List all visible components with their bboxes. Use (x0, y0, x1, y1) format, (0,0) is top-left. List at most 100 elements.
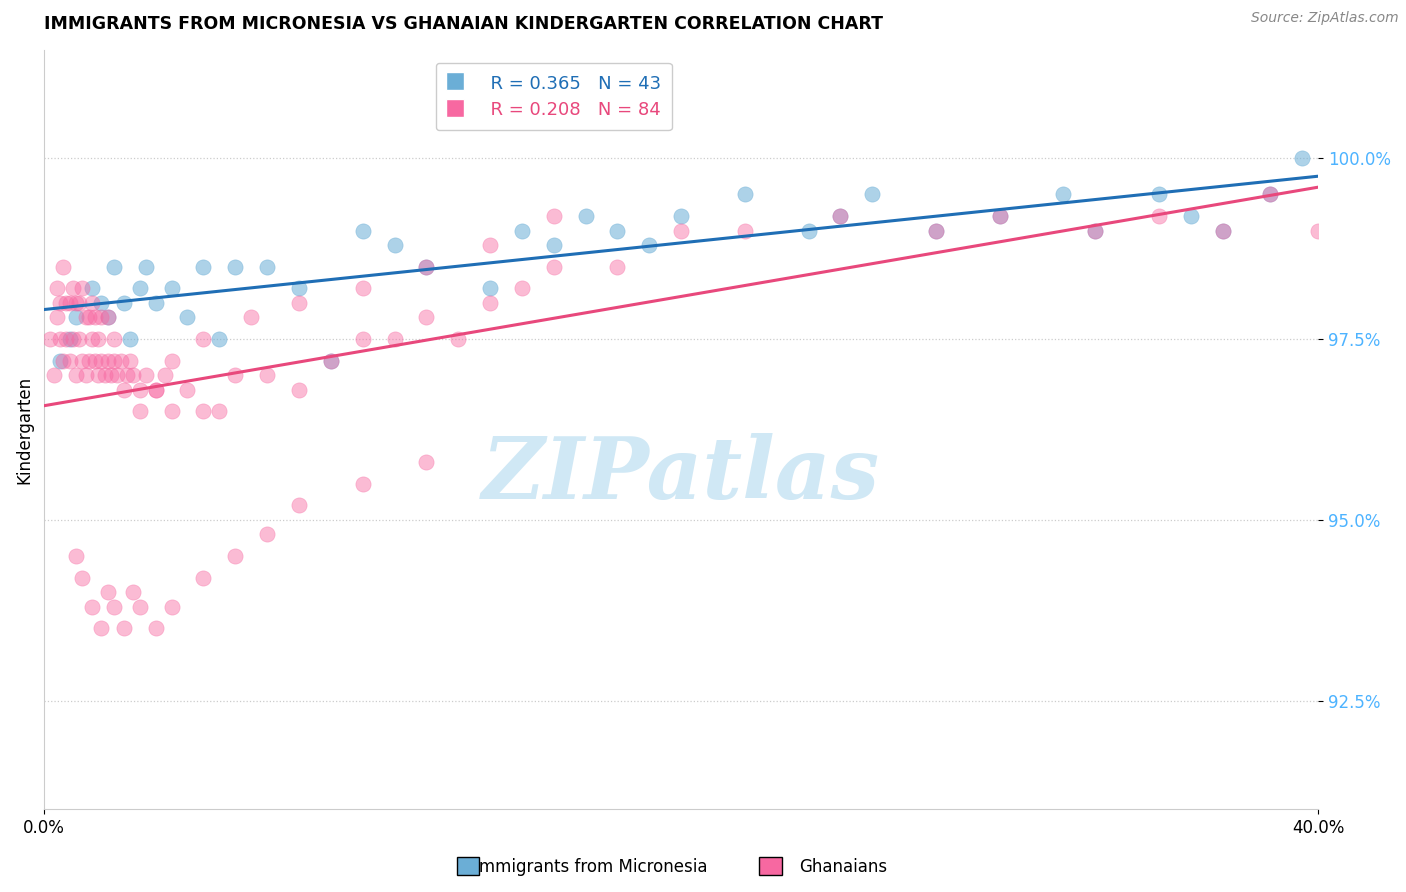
Point (797, 224, 820, 238)
Point (145, 296, 167, 310)
Point (52, 260, 75, 274)
Point (415, 310, 437, 325)
Point (319, 353, 342, 368)
Point (510, 224, 533, 238)
Point (45, 310, 67, 325)
Point (319, 353, 342, 368)
Point (58, 296, 80, 310)
Point (103, 260, 125, 274)
Point (90, 310, 112, 325)
Point (830, 209, 852, 223)
Point (193, 260, 215, 274)
Point (160, 353, 183, 368)
Point (65, 368, 87, 383)
Point (606, 224, 628, 238)
Point (193, 332, 215, 346)
Point (415, 260, 437, 274)
Point (176, 310, 198, 325)
Point (112, 383, 135, 397)
Point (352, 224, 374, 238)
Point (84, 353, 107, 368)
Point (479, 296, 502, 310)
Point (925, 224, 948, 238)
Point (479, 238, 502, 252)
Point (122, 585, 145, 599)
Point (93, 368, 115, 383)
Point (65, 549, 87, 563)
Point (135, 260, 157, 274)
Point (145, 383, 167, 397)
Point (193, 571, 215, 585)
Point (208, 332, 231, 346)
Text: Immigrants from Micronesia: Immigrants from Micronesia (474, 858, 707, 876)
Point (543, 260, 565, 274)
Point (1147, 187, 1170, 202)
Point (288, 383, 311, 397)
Text: ZIPatlas: ZIPatlas (482, 434, 880, 516)
Point (988, 209, 1011, 223)
Point (447, 332, 470, 346)
Point (55, 332, 77, 346)
Point (77, 310, 100, 325)
Point (224, 368, 246, 383)
Point (90, 621, 112, 635)
Point (120, 353, 142, 368)
Point (84, 310, 107, 325)
Point (72, 281, 94, 295)
Point (988, 209, 1011, 223)
Text: Ghanaians: Ghanaians (800, 858, 887, 876)
Point (103, 599, 125, 614)
Point (62, 281, 84, 295)
Point (128, 281, 150, 295)
Point (62, 332, 84, 346)
Point (67, 296, 90, 310)
Point (1212, 224, 1234, 238)
Point (193, 404, 215, 418)
Point (224, 260, 246, 274)
Point (1260, 187, 1282, 202)
Point (606, 260, 628, 274)
Point (72, 571, 94, 585)
Point (122, 368, 145, 383)
Point (135, 368, 157, 383)
Point (1291, 151, 1313, 165)
Point (638, 238, 661, 252)
Point (256, 527, 278, 541)
Point (176, 383, 198, 397)
Point (67, 332, 90, 346)
Point (925, 224, 948, 238)
Point (105, 368, 128, 383)
Text: Source: ZipAtlas.com: Source: ZipAtlas.com (1251, 12, 1399, 25)
Point (1084, 224, 1107, 238)
Point (112, 621, 135, 635)
Point (160, 404, 183, 418)
Point (72, 353, 94, 368)
Point (58, 353, 80, 368)
Point (240, 310, 263, 325)
Point (1212, 224, 1234, 238)
Point (120, 332, 142, 346)
Point (153, 368, 176, 383)
Point (543, 238, 565, 252)
Point (575, 209, 598, 223)
Point (90, 296, 112, 310)
Point (1084, 224, 1107, 238)
Point (49, 332, 72, 346)
Point (145, 383, 167, 397)
Point (115, 368, 138, 383)
Point (288, 281, 311, 295)
Point (80, 281, 103, 295)
Point (49, 353, 72, 368)
Point (543, 209, 565, 223)
Point (256, 260, 278, 274)
Point (103, 353, 125, 368)
Point (830, 209, 852, 223)
Point (75, 368, 97, 383)
Point (87, 332, 110, 346)
Point (510, 281, 533, 295)
Point (860, 187, 883, 202)
Point (39, 332, 62, 346)
Point (65, 296, 87, 310)
Point (90, 353, 112, 368)
Point (160, 281, 183, 295)
